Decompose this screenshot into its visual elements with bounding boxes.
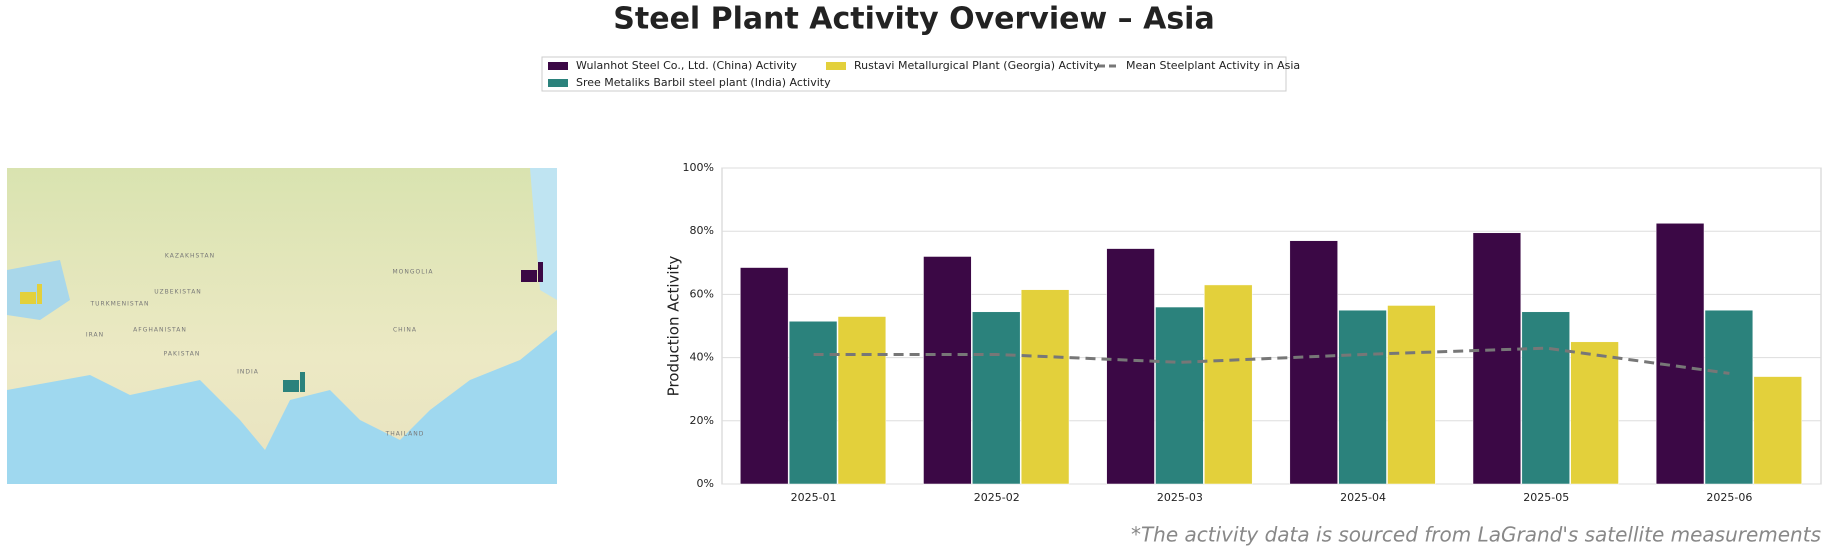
y-tick-label: 60% [690,287,714,300]
legend-box [541,56,1287,92]
bar [1289,240,1338,485]
bar [923,256,972,485]
y-tick-label: 40% [690,351,714,364]
legend-swatch [548,62,568,70]
legend-label: Sree Metaliks Barbil steel plant (India)… [576,76,831,89]
x-tick-label: 2025-03 [1157,491,1203,504]
y-tick-label: 0% [697,477,714,490]
y-tick-label: 100% [683,161,714,174]
map-label: CHINA [393,327,417,334]
bar [1204,284,1253,485]
map-label: PAKISTAN [164,351,201,358]
bar [1387,305,1436,485]
map-ocean [7,330,557,484]
x-tick-label: 2025-04 [1340,491,1386,504]
x-tick-label: 2025-06 [1706,491,1752,504]
map-label: KAZAKHSTAN [165,253,215,260]
bar [837,316,887,485]
map-label: INDIA [237,369,259,376]
map-marker-rustavi [20,284,42,304]
legend-label: Rustavi Metallurgical Plant (Georgia) Ac… [854,59,1100,72]
footnote: *The activity data is sourced from LaGra… [1131,523,1821,547]
bar [1472,232,1522,485]
mean-line [813,346,1730,375]
bar [1704,309,1754,485]
map-marker-wulanhot [521,262,543,282]
chart-title: Steel Plant Activity Overview – Asia [613,2,1214,37]
map [7,168,557,484]
legend-swatch [826,62,846,70]
map-label: AFGHANISTAN [133,327,187,334]
map-label: TURKMENISTAN [90,301,150,308]
x-tick-label: 2025-05 [1523,491,1569,504]
bar [1655,223,1705,485]
x-tick-label: 2025-01 [791,491,837,504]
bar [740,267,789,485]
map-label: IRAN [86,332,104,339]
bar [1570,341,1619,485]
y-tick-label: 20% [690,414,714,427]
map-label: UZBEKISTAN [154,289,202,296]
legend-label: Wulanhot Steel Co., Ltd. (China) Activit… [576,59,797,72]
bar [788,321,838,485]
bar [1155,306,1204,485]
map-marker-sree [283,372,305,392]
legend-swatch [548,79,568,87]
y-axis-label: Production Activity [665,256,683,397]
map-label: MONGOLIA [393,269,434,276]
bar [1338,309,1387,485]
x-tick-label: 2025-02 [974,491,1020,504]
bar [972,311,1021,485]
bar [1521,311,1570,485]
map-sea [530,168,557,300]
legend-label: Mean Steelplant Activity in Asia [1126,59,1300,72]
bar [1020,289,1070,485]
y-tick-label: 80% [690,224,714,237]
bar [1106,248,1155,485]
map-label: THAILAND [385,431,425,438]
bar [1753,376,1802,485]
